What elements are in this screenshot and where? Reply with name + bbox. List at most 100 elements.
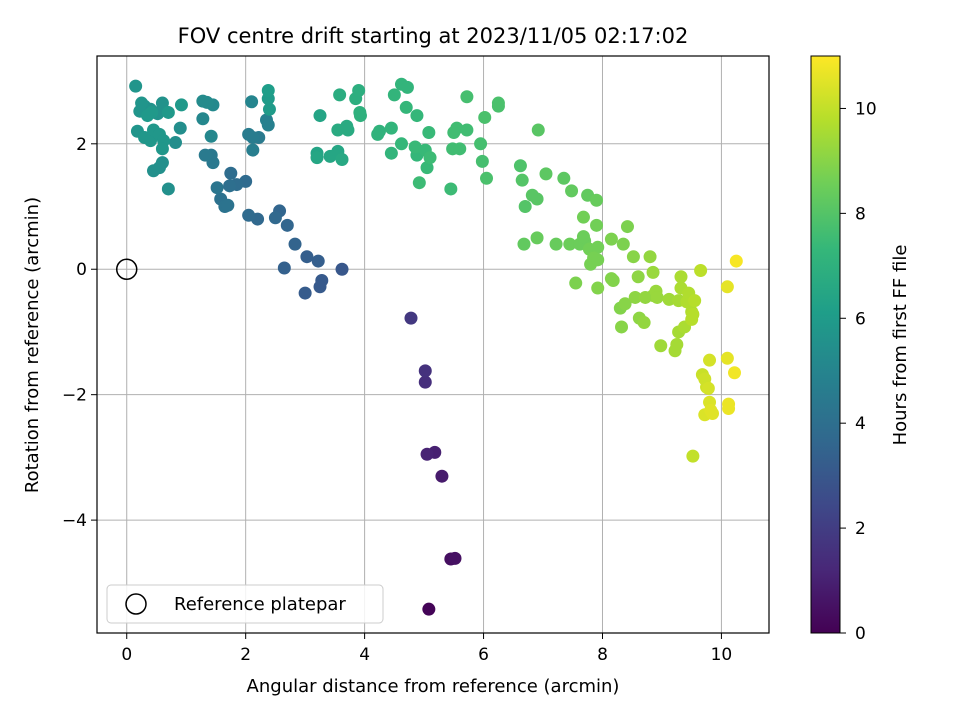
data-point <box>313 280 327 294</box>
data-point <box>604 232 618 246</box>
data-point <box>590 218 604 232</box>
data-point <box>576 210 590 224</box>
data-point <box>161 182 175 196</box>
data-point <box>460 123 474 137</box>
x-tick-label: 6 <box>478 645 489 665</box>
data-point <box>223 179 237 193</box>
data-point <box>670 338 684 351</box>
data-point <box>372 124 386 138</box>
x-axis-label: Angular distance from reference (arcmin) <box>247 676 620 697</box>
data-point <box>310 151 324 165</box>
data-point <box>480 171 494 185</box>
data-point <box>335 262 349 276</box>
data-points <box>129 77 743 616</box>
data-point <box>333 88 347 102</box>
data-point <box>626 250 640 264</box>
data-point <box>557 171 571 185</box>
data-point <box>145 105 159 119</box>
data-point <box>224 166 238 180</box>
colorbar-label: Hours from first FF file <box>890 245 911 446</box>
data-point <box>155 142 169 156</box>
data-point <box>268 211 282 225</box>
data-point <box>341 123 355 137</box>
plot-grid <box>97 56 769 633</box>
plot-frame <box>96 55 770 634</box>
data-point <box>384 121 398 135</box>
colorbar-tick-label: 4 <box>855 414 866 434</box>
data-point <box>590 193 604 207</box>
data-point <box>204 129 218 143</box>
data-point <box>242 208 256 222</box>
data-point <box>591 240 605 254</box>
data-point <box>262 102 276 116</box>
data-point <box>221 198 235 212</box>
colorbar-ticks: 0 2 4 6 8 10 <box>840 99 877 644</box>
data-point <box>161 105 175 119</box>
y-tick-label: −4 <box>62 511 87 531</box>
data-point <box>196 112 210 126</box>
data-point <box>300 250 314 264</box>
data-point <box>701 381 715 395</box>
data-point <box>637 316 651 330</box>
data-point <box>198 148 212 162</box>
colorbar-tick-label: 10 <box>855 99 877 119</box>
legend-label: Reference platepar <box>174 594 346 615</box>
data-point <box>694 263 708 277</box>
chart-title: FOV centre drift starting at 2023/11/05 … <box>178 24 689 48</box>
data-point <box>423 151 437 165</box>
data-point <box>410 109 424 123</box>
data-point <box>643 250 657 264</box>
data-point <box>686 449 700 463</box>
data-point <box>246 143 260 157</box>
data-point <box>420 161 434 175</box>
data-point <box>173 121 187 135</box>
data-point <box>591 281 605 295</box>
x-axis-ticks: 0 2 4 6 8 10 <box>121 633 732 665</box>
data-point <box>720 351 734 365</box>
data-point <box>662 292 676 306</box>
reference-platepar-marker <box>115 258 138 280</box>
data-point <box>412 176 426 190</box>
data-point <box>453 142 467 156</box>
y-tick-label: −2 <box>62 386 87 406</box>
data-point <box>515 173 529 187</box>
y-axis-ticks: −4 −2 0 2 <box>62 135 97 531</box>
data-point <box>422 602 436 616</box>
data-point <box>518 200 532 214</box>
colorbar <box>810 55 841 634</box>
data-point <box>530 192 544 206</box>
data-point <box>513 159 527 173</box>
data-point <box>474 137 488 151</box>
data-point <box>408 140 422 154</box>
data-point <box>549 237 563 251</box>
data-point <box>447 126 461 140</box>
data-point <box>311 254 325 268</box>
data-point <box>728 366 742 380</box>
data-point <box>646 265 660 279</box>
x-tick-label: 8 <box>597 645 608 665</box>
data-point <box>530 231 544 245</box>
colorbar-tick-label: 6 <box>855 309 866 329</box>
data-point <box>444 182 458 196</box>
data-point <box>210 181 224 195</box>
data-point <box>591 253 605 267</box>
data-point <box>394 137 408 151</box>
data-point <box>686 307 700 321</box>
data-point <box>288 237 302 251</box>
y-axis-label: Rotation from reference (arcmin) <box>22 197 43 493</box>
data-point <box>539 167 553 181</box>
data-point <box>422 126 436 140</box>
data-point <box>674 270 688 284</box>
data-point <box>245 95 259 109</box>
data-point <box>688 294 702 308</box>
data-point <box>478 110 492 124</box>
data-point <box>460 90 474 104</box>
x-tick-label: 2 <box>240 645 251 665</box>
x-tick-label: 4 <box>359 645 370 665</box>
data-point <box>400 80 414 94</box>
data-point <box>261 118 275 132</box>
data-point <box>569 276 583 290</box>
data-point <box>146 164 160 178</box>
data-point <box>628 290 642 304</box>
